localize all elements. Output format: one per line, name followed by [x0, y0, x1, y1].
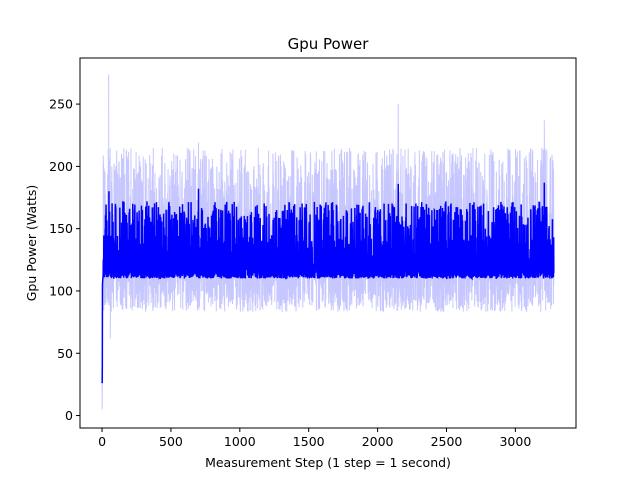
y-axis-label: Gpu Power (Watts)	[24, 185, 39, 302]
x-tick-label: 1500	[293, 434, 325, 449]
x-tick-label: 2500	[431, 434, 463, 449]
x-tick-label: 500	[159, 434, 183, 449]
series-line-smoothed	[101, 182, 555, 384]
x-tick-label: 2000	[362, 434, 394, 449]
y-tick-label: 50	[57, 346, 73, 361]
chart-title: Gpu Power	[288, 35, 370, 53]
x-tick-label: 0	[98, 434, 106, 449]
series-layer	[101, 74, 555, 410]
y-tick-label: 250	[49, 97, 73, 112]
y-tick-label: 150	[49, 221, 73, 236]
ticks-layer: 0 500 1000 1500 2000 2500 3000 0 50 100 150 200 250	[49, 97, 531, 449]
x-tick-label: 1000	[224, 434, 256, 449]
x-axis-label: Measurement Step (1 step = 1 second)	[205, 455, 451, 470]
plot-frame	[79, 57, 577, 429]
y-tick-label: 200	[49, 159, 73, 174]
x-tick-label: 3000	[499, 434, 531, 449]
y-tick-label: 0	[65, 408, 73, 423]
y-tick-label: 100	[49, 283, 73, 298]
